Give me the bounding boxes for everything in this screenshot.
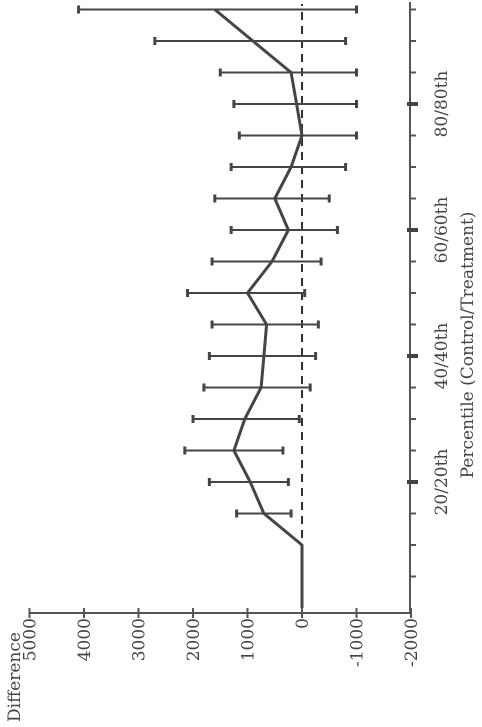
difference-tick-label: 3000 [130,618,150,661]
percentile-tick-label: 40/40th [432,323,452,390]
percentile-tick-label: 60/60th [432,197,452,264]
labels-layer: -2000 -1000 0 1000 2000 3000 4000 5000 20/20th 40… [5,71,478,722]
difference-tick-label: -1000 [348,618,368,667]
y-axis-title: Difference [5,632,25,722]
difference-tick-label: 5000 [21,618,41,661]
difference-tick-label: 1000 [239,618,259,661]
difference-tick-label: 4000 [75,618,95,661]
difference-tick-label: 2000 [184,618,204,661]
percentile-tick-label: 80/80th [432,71,452,138]
difference-tick-label: 0 [293,618,313,629]
series-line [213,8,304,608]
error-bars-layer [77,5,358,518]
percentile-tick-label: 20/20th [432,449,452,516]
series-line-layer [213,8,304,608]
axes [28,2,418,618]
x-axis-title: Percentile (Control/Treatment) [458,212,478,479]
difference-tick-label: -2000 [402,618,422,667]
